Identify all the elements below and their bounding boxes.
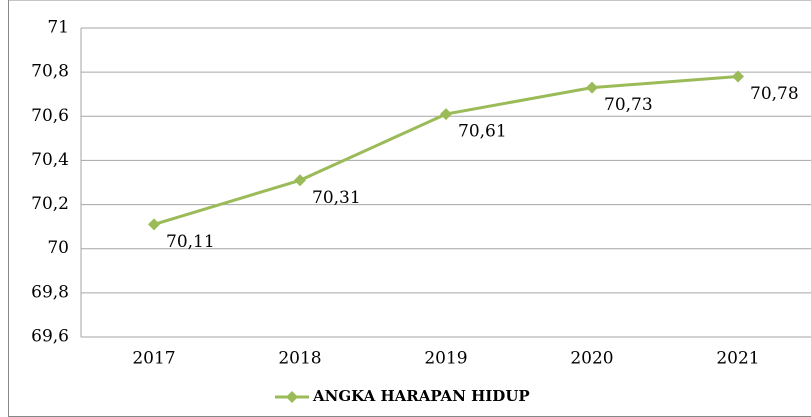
x-tick-label: 2017 bbox=[132, 349, 175, 369]
marker bbox=[148, 218, 160, 231]
marker bbox=[586, 81, 598, 94]
data-label: 70,11 bbox=[166, 232, 215, 252]
y-tick-label: 70,2 bbox=[31, 194, 69, 214]
y-tick-label: 70 bbox=[47, 238, 69, 258]
y-tick-label: 69,6 bbox=[31, 327, 69, 347]
data-label: 70,73 bbox=[604, 95, 653, 115]
marker bbox=[440, 108, 452, 121]
legend-label: ANGKA HARAPAN HIDUP bbox=[312, 387, 530, 405]
y-tick-label: 70,8 bbox=[31, 62, 69, 82]
x-tick-label: 2021 bbox=[716, 349, 759, 369]
data-label: 70,31 bbox=[312, 188, 361, 208]
y-tick-label: 70,6 bbox=[31, 106, 69, 126]
x-tick-label: 2018 bbox=[278, 349, 321, 369]
marker bbox=[732, 70, 744, 83]
chart-border bbox=[8, 0, 811, 417]
y-tick-label: 70,4 bbox=[31, 150, 69, 170]
y-tick-label: 69,8 bbox=[31, 282, 69, 302]
x-tick-label: 2020 bbox=[570, 349, 613, 369]
y-tick-label: 71 bbox=[47, 18, 69, 38]
data-label: 70,78 bbox=[750, 84, 799, 104]
data-label: 70,61 bbox=[458, 122, 507, 142]
legend-marker bbox=[286, 391, 298, 403]
marker bbox=[294, 174, 306, 187]
x-tick-label: 2019 bbox=[424, 349, 467, 369]
